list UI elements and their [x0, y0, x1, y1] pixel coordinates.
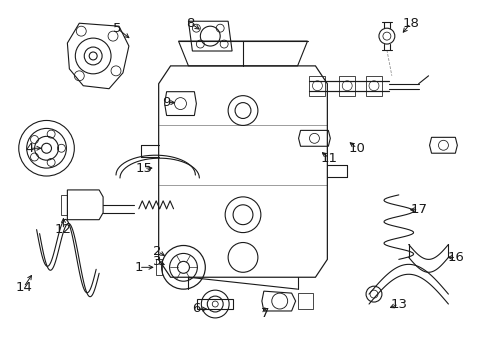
Text: 7: 7 — [260, 307, 268, 320]
Text: 15: 15 — [135, 162, 152, 175]
Text: 2: 2 — [153, 245, 162, 258]
Text: 5: 5 — [113, 22, 121, 35]
Text: 16: 16 — [447, 251, 464, 264]
Text: 3: 3 — [153, 255, 162, 268]
Text: 8: 8 — [186, 17, 194, 30]
Text: 13: 13 — [389, 297, 407, 311]
Text: 17: 17 — [409, 203, 427, 216]
Text: 1: 1 — [134, 261, 143, 274]
Text: 10: 10 — [348, 142, 365, 155]
Text: 4: 4 — [25, 142, 34, 155]
Text: 11: 11 — [320, 152, 337, 165]
Text: 9: 9 — [162, 96, 170, 109]
Text: 14: 14 — [15, 281, 32, 294]
Text: 12: 12 — [55, 223, 72, 236]
Text: 6: 6 — [192, 302, 200, 315]
Text: 18: 18 — [402, 17, 418, 30]
